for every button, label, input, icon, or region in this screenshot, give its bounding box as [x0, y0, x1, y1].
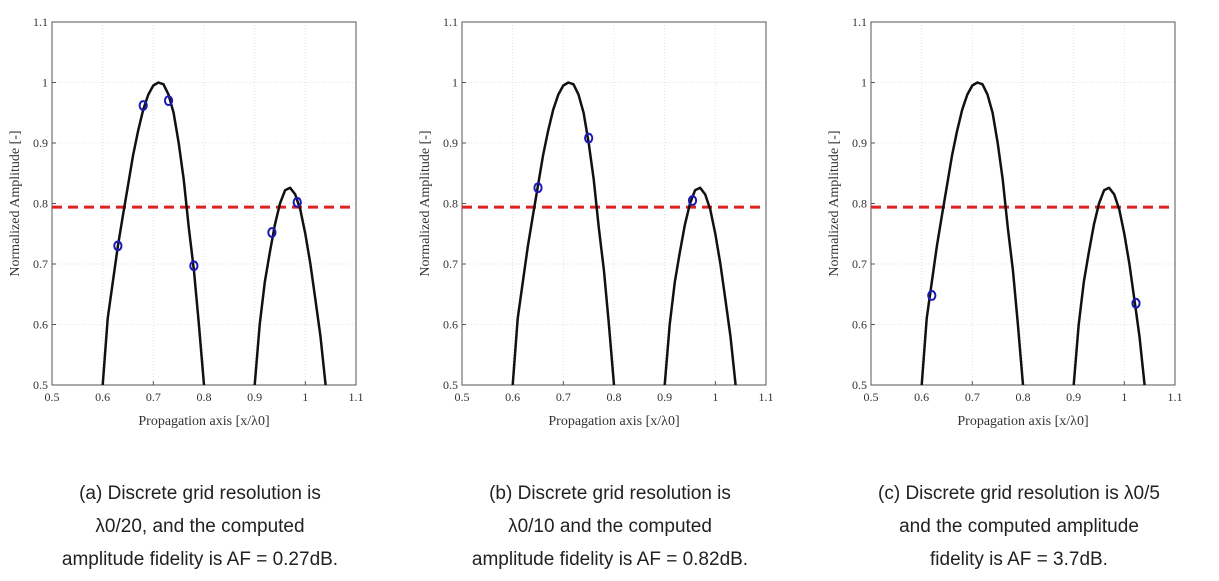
- chart-panel-b: 0.5 0.6 0.7 0.8 0.9 1 1.1 0.5 0.6 0.7 0.8 0.9 1 1.1 Pr…: [410, 0, 810, 581]
- x-tick-label: 1.1: [1168, 390, 1183, 404]
- caption-c-line-2: and the computed amplitude: [899, 516, 1139, 537]
- side-lobe-curve: [1072, 186, 1146, 386]
- y-tick-label: 0.5: [852, 378, 867, 392]
- caption-b-line-2: λ0/10 and the computed: [508, 516, 712, 537]
- y-axis-label: Normalized Amplitude [-]: [8, 130, 23, 276]
- x-tick-label: 0.6: [914, 390, 929, 404]
- x-tick-label: 1.1: [759, 390, 774, 404]
- chart-b: 0.5 0.6 0.7 0.8 0.9 1 1.1 0.5 0.6 0.7 0.8 0.9 1 1.1 Pr…: [418, 15, 774, 429]
- y-tick-label: 1.1: [443, 15, 458, 29]
- y-tick-label: 1: [861, 76, 867, 90]
- x-tick-label: 0.7: [146, 390, 161, 404]
- sample-point: [533, 182, 543, 194]
- x-tick-label: 0.6: [95, 390, 110, 404]
- x-tick-label: 0.5: [864, 390, 879, 404]
- y-axis-label: Normalized Amplitude [-]: [418, 130, 433, 276]
- chart-a: 0.5 0.6 0.7 0.8 0.9 1 1.1 0.5 0.6 0.7 0.8 0.9 1 1.1 Pr…: [8, 15, 364, 429]
- y-tick-label: 0.8: [852, 197, 867, 211]
- sample-point: [584, 132, 594, 144]
- y-tick-label: 0.6: [443, 318, 458, 332]
- main-lobe-curve: [101, 81, 206, 386]
- x-tick-label: 1: [712, 390, 718, 404]
- x-axis-label: Propagation axis [x/λ0]: [138, 414, 269, 429]
- x-tick-label: 1.1: [349, 390, 364, 404]
- caption-b-line-3: amplitude fidelity is AF = 0.82dB.: [471, 549, 749, 570]
- y-tick-label: 0.5: [443, 378, 458, 392]
- chart-c: 0.5 0.6 0.7 0.8 0.9 1 1.1 0.5 0.6 0.7 0.8 0.9 1 1.1 Pr…: [827, 15, 1183, 429]
- sample-point: [1131, 297, 1141, 309]
- y-tick-label: 0.9: [33, 136, 48, 150]
- main-lobe-curve: [511, 81, 616, 386]
- caption-a-line-3: amplitude fidelity is AF = 0.27dB.: [61, 549, 339, 570]
- caption-b: (b) Discrete grid resolution is λ0/10 an…: [410, 477, 810, 576]
- y-tick-label: 0.7: [33, 257, 48, 271]
- sample-point: [163, 95, 174, 107]
- x-tick-label: 0.9: [1066, 390, 1081, 404]
- y-axis-label: Normalized Amplitude [-]: [827, 130, 842, 276]
- caption-a-line-2: λ0/20, and the computed: [95, 516, 305, 537]
- sample-point: [267, 227, 277, 238]
- y-tick-label: 1.1: [852, 15, 867, 29]
- x-axis-label: Propagation axis [x/λ0]: [957, 414, 1088, 429]
- y-tick-label: 1: [452, 76, 458, 90]
- side-lobe-curve: [663, 186, 737, 386]
- caption-a: (a) Discrete grid resolution is λ0/20, a…: [0, 477, 400, 576]
- chart-panel-a: 0.5 0.6 0.7 0.8 0.9 1 1.1 0.5 0.6 0.7 0.8 0.9 1 1.1 Pr…: [0, 0, 400, 581]
- sample-point: [292, 196, 302, 208]
- caption-a-line-1: (a) Discrete grid resolution is: [79, 483, 321, 504]
- x-axis-label: Propagation axis [x/λ0]: [548, 414, 679, 429]
- main-lobe-curve: [920, 81, 1025, 386]
- x-tick-label: 0.8: [607, 390, 622, 404]
- side-lobe-curve: [253, 186, 327, 386]
- y-tick-label: 1: [42, 76, 48, 90]
- sample-point: [687, 195, 698, 206]
- x-tick-label: 0.7: [556, 390, 571, 404]
- y-tick-label: 0.7: [443, 257, 458, 271]
- y-tick-label: 0.5: [33, 378, 48, 392]
- x-tick-label: 0.5: [455, 390, 470, 404]
- y-tick-label: 0.7: [852, 257, 867, 271]
- x-tick-label: 0.6: [505, 390, 520, 404]
- y-tick-label: 0.8: [443, 197, 458, 211]
- x-tick-label: 0.9: [247, 390, 262, 404]
- x-tick-label: 0.7: [965, 390, 980, 404]
- caption-c: (c) Discrete grid resolution is λ0/5 and…: [819, 477, 1219, 576]
- sample-point: [113, 240, 123, 252]
- caption-b-line-1: (b) Discrete grid resolution is: [489, 483, 731, 504]
- x-tick-label: 0.8: [197, 390, 212, 404]
- x-tick-label: 1: [1121, 390, 1127, 404]
- x-tick-label: 0.5: [45, 390, 60, 404]
- sample-point: [927, 290, 937, 301]
- sample-point: [189, 260, 199, 272]
- y-tick-label: 0.6: [852, 318, 867, 332]
- caption-c-line-1: (c) Discrete grid resolution is λ0/5: [878, 483, 1160, 504]
- y-tick-label: 0.9: [443, 136, 458, 150]
- sample-point: [138, 100, 148, 111]
- y-tick-label: 0.6: [33, 318, 48, 332]
- x-tick-label: 0.8: [1016, 390, 1031, 404]
- y-tick-label: 0.9: [852, 136, 867, 150]
- x-tick-label: 0.9: [657, 390, 672, 404]
- y-tick-label: 1.1: [33, 15, 48, 29]
- x-tick-label: 1: [302, 390, 308, 404]
- caption-c-line-3: fidelity is AF = 3.7dB.: [930, 549, 1108, 570]
- y-tick-label: 0.8: [33, 197, 48, 211]
- chart-panel-c: 0.5 0.6 0.7 0.8 0.9 1 1.1 0.5 0.6 0.7 0.8 0.9 1 1.1 Pr…: [819, 0, 1219, 581]
